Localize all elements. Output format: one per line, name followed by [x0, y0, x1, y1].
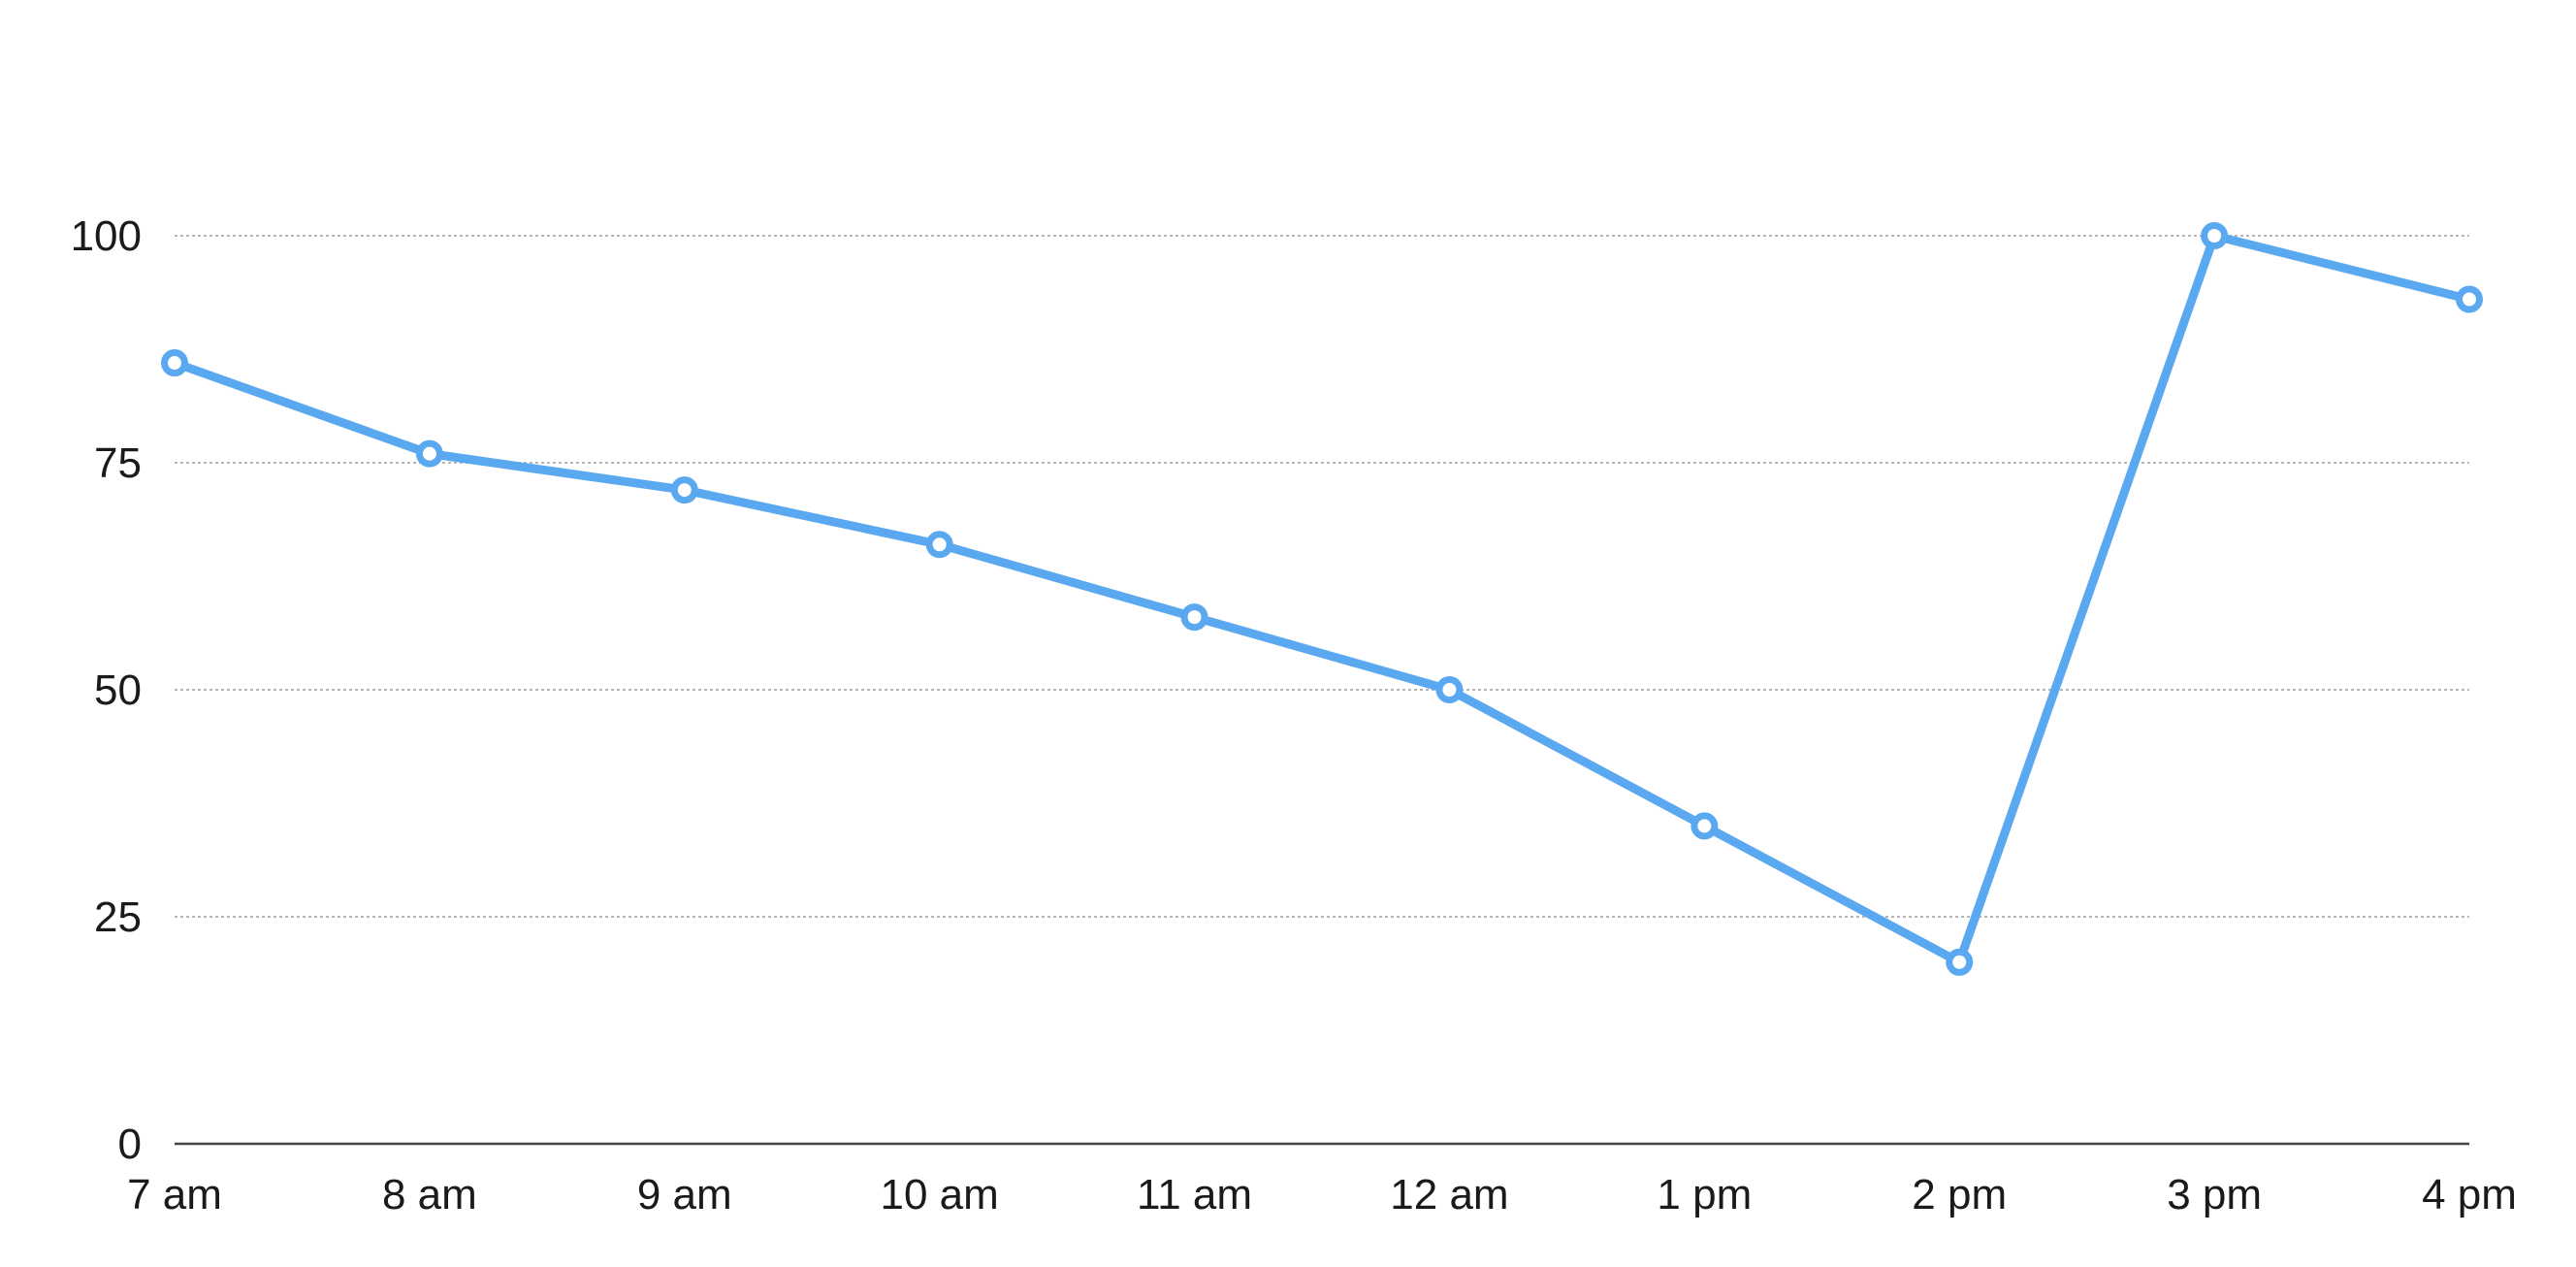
x-tick-label: 12 am — [1390, 1171, 1508, 1218]
x-tick-label: 10 am — [881, 1171, 999, 1218]
y-axis-tick-labels: 0 25 50 75 100 — [71, 212, 142, 1168]
x-tick-label: 9 am — [637, 1171, 732, 1218]
x-tick-label: 11 am — [1137, 1171, 1252, 1218]
series-line — [170, 231, 2474, 967]
data-point — [2201, 222, 2229, 249]
x-axis-tick-labels: 7 am 8 am 9 am 10 am 11 am 12 am 1 pm 2 pm 3 pm 4… — [127, 1171, 2517, 1218]
data-point — [670, 476, 698, 504]
y-tick-label: 50 — [94, 666, 142, 714]
data-points — [161, 222, 2483, 976]
x-tick-label: 4 pm — [2422, 1171, 2517, 1218]
grid-lines — [175, 235, 2469, 918]
x-tick-label: 7 am — [127, 1171, 222, 1218]
x-tick-label: 8 am — [382, 1171, 477, 1218]
data-point — [1180, 603, 1208, 632]
data-point — [415, 439, 443, 468]
x-tick-label: 3 pm — [2167, 1171, 2262, 1218]
data-point — [925, 531, 953, 559]
data-point — [1435, 676, 1464, 703]
y-tick-label: 25 — [94, 893, 142, 941]
data-point — [1690, 812, 1719, 840]
x-tick-label: 2 pm — [1912, 1171, 2007, 1218]
series-line-group — [170, 231, 2474, 967]
y-tick-label: 100 — [71, 212, 142, 260]
data-point — [161, 349, 188, 377]
data-point — [1946, 948, 1974, 976]
y-tick-label: 75 — [94, 439, 142, 487]
data-point — [2456, 285, 2483, 313]
y-tick-label: 0 — [118, 1121, 142, 1168]
x-tick-label: 1 pm — [1657, 1171, 1752, 1218]
